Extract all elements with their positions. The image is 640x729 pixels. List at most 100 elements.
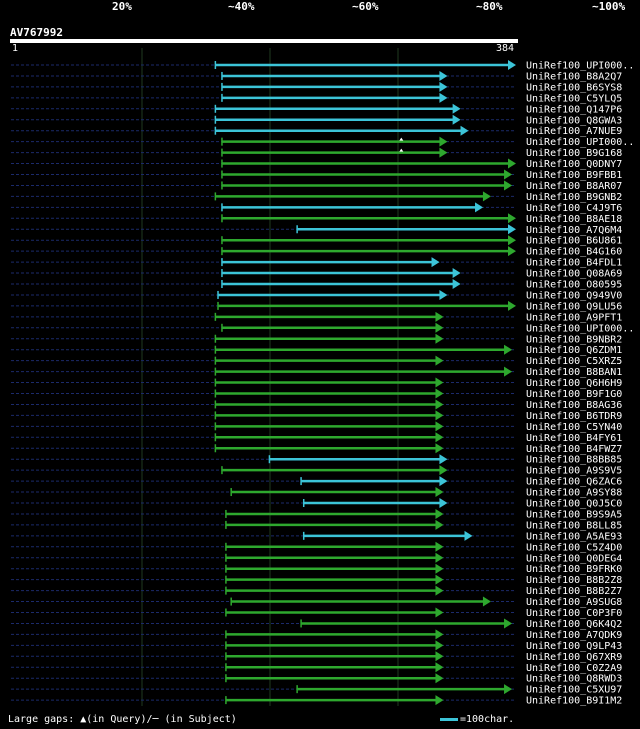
hit-row[interactable]: UniRef100_B8A2Q7 [11, 70, 622, 83]
hit-label[interactable]: UniRef100_B8BAN1 [526, 367, 622, 378]
hit-label[interactable]: UniRef100_B8AR07 [526, 181, 622, 192]
hit-row[interactable]: UniRef100_B8AR07 [11, 180, 622, 192]
hit-row[interactable]: UniRef100_B8B2Z7 [11, 585, 622, 598]
hit-row[interactable]: UniRef100_B4FDL1 [11, 257, 622, 269]
hit-row[interactable]: UniRef100_B9F1G0 [11, 388, 622, 401]
hit-row[interactable]: UniRef100_Q67XR9 [11, 651, 622, 663]
hit-row[interactable]: UniRef100_Q6ZDM1 [11, 344, 622, 357]
hit-label[interactable]: UniRef100_B9FBB1 [526, 170, 622, 181]
hit-label[interactable]: UniRef100_Q08A69 [526, 269, 622, 280]
hit-label[interactable]: UniRef100_Q6H6H9 [526, 378, 622, 389]
hit-row[interactable]: UniRef100_A7NUE9 [11, 125, 622, 138]
hit-label[interactable]: UniRef100_Q6ZAC6 [526, 477, 622, 488]
hit-row[interactable]: UniRef100_B4FY61 [11, 432, 622, 444]
hit-label[interactable]: UniRef100_C5YLQ5 [526, 93, 622, 104]
hit-row[interactable]: UniRef100_B9FBB1 [11, 169, 622, 182]
hit-row[interactable]: UniRef100_B6TDR9 [11, 410, 622, 422]
hit-row[interactable]: UniRef100_A9PFT1 [11, 311, 622, 324]
hit-label[interactable]: UniRef100_A9PFT1 [526, 312, 622, 323]
hit-label[interactable]: UniRef100_B4FWZ7 [526, 444, 622, 455]
hit-row[interactable]: UniRef100_C5XU97 [11, 684, 622, 696]
hit-label[interactable]: UniRef100_Q67XR9 [526, 652, 622, 663]
hit-row[interactable]: UniRef100_C0Z2A9 [11, 662, 622, 674]
hit-label[interactable]: UniRef100_B6TDR9 [526, 411, 622, 422]
hit-label[interactable]: UniRef100_C5XU97 [526, 685, 622, 696]
hit-row[interactable]: UniRef100_Q147P6 [11, 103, 622, 116]
hit-label[interactable]: UniRef100_B9S9A5 [526, 509, 622, 520]
hit-label[interactable]: UniRef100_Q949V0 [526, 290, 622, 301]
hit-label[interactable]: UniRef100_B4G160 [526, 247, 622, 258]
hit-label[interactable]: UniRef100_B8AG36 [526, 400, 622, 411]
hit-row[interactable]: UniRef100_Q9LP43 [11, 640, 622, 652]
hit-row[interactable]: UniRef100_B6U861 [11, 235, 622, 247]
hit-row[interactable]: UniRef100_C5YN40 [11, 421, 622, 433]
hit-row[interactable]: UniRef100_B9I1M2 [11, 695, 622, 707]
hit-row[interactable]: UniRef100_Q6K4Q2 [11, 618, 622, 630]
hit-row[interactable]: UniRef100_Q0DNY7 [11, 158, 622, 171]
hit-row[interactable]: UniRef100_B8BAN1 [11, 366, 622, 379]
hit-row[interactable]: UniRef100_B9S9A5 [11, 508, 622, 521]
hit-row[interactable]: UniRef100_C5Z4D0 [11, 541, 622, 554]
hit-label[interactable]: UniRef100_Q6ZDM1 [526, 345, 622, 356]
hit-label[interactable]: UniRef100_UPI000.. [526, 323, 634, 334]
hit-row[interactable]: UniRef100_Q6H6H9 [11, 377, 622, 390]
hit-label[interactable]: UniRef100_C4J9T6 [526, 203, 622, 214]
hit-row[interactable]: UniRef100_B9GNB2 [11, 191, 622, 203]
hit-label[interactable]: UniRef100_C5YN40 [526, 422, 622, 433]
hit-label[interactable]: UniRef100_B6U861 [526, 236, 622, 247]
hit-label[interactable]: UniRef100_B8B2Z8 [526, 575, 622, 586]
hit-label[interactable]: UniRef100_UPI000.. [526, 137, 634, 148]
hit-label[interactable]: UniRef100_B9NBR2 [526, 334, 622, 345]
hit-row[interactable]: UniRef100_UPI000.. [11, 136, 634, 149]
hit-row[interactable]: UniRef100_Q8GWA3 [11, 114, 622, 127]
hit-label[interactable]: UniRef100_B4FY61 [526, 433, 622, 444]
hit-row[interactable]: UniRef100_B8LL85 [11, 519, 622, 532]
hit-label[interactable]: UniRef100_C0P3F0 [526, 608, 622, 619]
hit-row[interactable]: UniRef100_B9NBR2 [11, 333, 622, 346]
hit-row[interactable]: UniRef100_Q0DEG4 [11, 552, 622, 565]
hit-label[interactable]: UniRef100_B9G168 [526, 148, 622, 159]
hit-label[interactable]: UniRef100_Q8GWA3 [526, 115, 622, 126]
hit-label[interactable]: UniRef100_Q147P6 [526, 104, 622, 115]
hit-row[interactable]: UniRef100_A7QDK9 [11, 629, 622, 641]
hit-row[interactable]: UniRef100_B4G160 [11, 246, 622, 258]
hit-label[interactable]: UniRef100_Q9LU56 [526, 301, 622, 312]
hit-row[interactable]: UniRef100_A9SUG8 [11, 596, 622, 609]
hit-row[interactable]: UniRef100_C5XRZ5 [11, 355, 622, 368]
hit-label[interactable]: UniRef100_B8B2Z7 [526, 586, 622, 597]
hit-label[interactable]: UniRef100_A7NUE9 [526, 126, 622, 137]
hit-row[interactable]: UniRef100_Q0J5C0 [11, 498, 622, 510]
hit-label[interactable]: UniRef100_B8A2Q7 [526, 71, 622, 82]
hit-row[interactable]: UniRef100_C0P3F0 [11, 607, 622, 620]
hit-row[interactable]: UniRef100_A5AE93 [11, 530, 622, 543]
hit-label[interactable]: UniRef100_Q0J5C0 [526, 499, 622, 510]
hit-row[interactable]: UniRef100_B8BB85 [11, 454, 622, 466]
hit-label[interactable]: UniRef100_Q0DNY7 [526, 159, 622, 170]
hit-label[interactable]: UniRef100_UPI000.. [526, 61, 634, 72]
hit-row[interactable]: UniRef100_O80595 [11, 279, 622, 291]
hit-label[interactable]: UniRef100_B9FRK0 [526, 564, 622, 575]
hit-label[interactable]: UniRef100_C5Z4D0 [526, 542, 622, 553]
hit-label[interactable]: UniRef100_Q8RWD3 [526, 674, 622, 685]
hit-label[interactable]: UniRef100_C0Z2A9 [526, 663, 622, 674]
hit-label[interactable]: UniRef100_C5XRZ5 [526, 356, 622, 367]
hit-row[interactable]: UniRef100_UPI000.. [11, 322, 634, 335]
hit-label[interactable]: UniRef100_B8BB85 [526, 455, 622, 466]
hit-row[interactable]: UniRef100_Q8RWD3 [11, 673, 622, 685]
hit-label[interactable]: UniRef100_B9GNB2 [526, 192, 622, 203]
hit-label[interactable]: UniRef100_A9SY88 [526, 488, 622, 499]
hit-row[interactable]: UniRef100_Q6ZAC6 [11, 476, 622, 488]
hit-label[interactable]: UniRef100_B9I1M2 [526, 696, 622, 707]
hit-row[interactable]: UniRef100_B8AG36 [11, 399, 622, 411]
hit-label[interactable]: UniRef100_A9SUG8 [526, 597, 622, 608]
hit-row[interactable]: UniRef100_B8AE18 [11, 213, 622, 225]
hit-label[interactable]: UniRef100_B9F1G0 [526, 389, 622, 400]
hit-row[interactable]: UniRef100_A9SY88 [11, 487, 622, 499]
hit-label[interactable]: UniRef100_O80595 [526, 280, 622, 291]
hit-label[interactable]: UniRef100_A5AE93 [526, 531, 622, 542]
hit-row[interactable]: UniRef100_Q08A69 [11, 268, 622, 280]
hit-row[interactable]: UniRef100_C4J9T6 [11, 202, 622, 214]
hit-row[interactable]: UniRef100_B9FRK0 [11, 563, 622, 576]
hit-row[interactable]: UniRef100_Q9LU56 [11, 300, 622, 313]
hit-row[interactable]: UniRef100_UPI000.. [11, 60, 634, 72]
